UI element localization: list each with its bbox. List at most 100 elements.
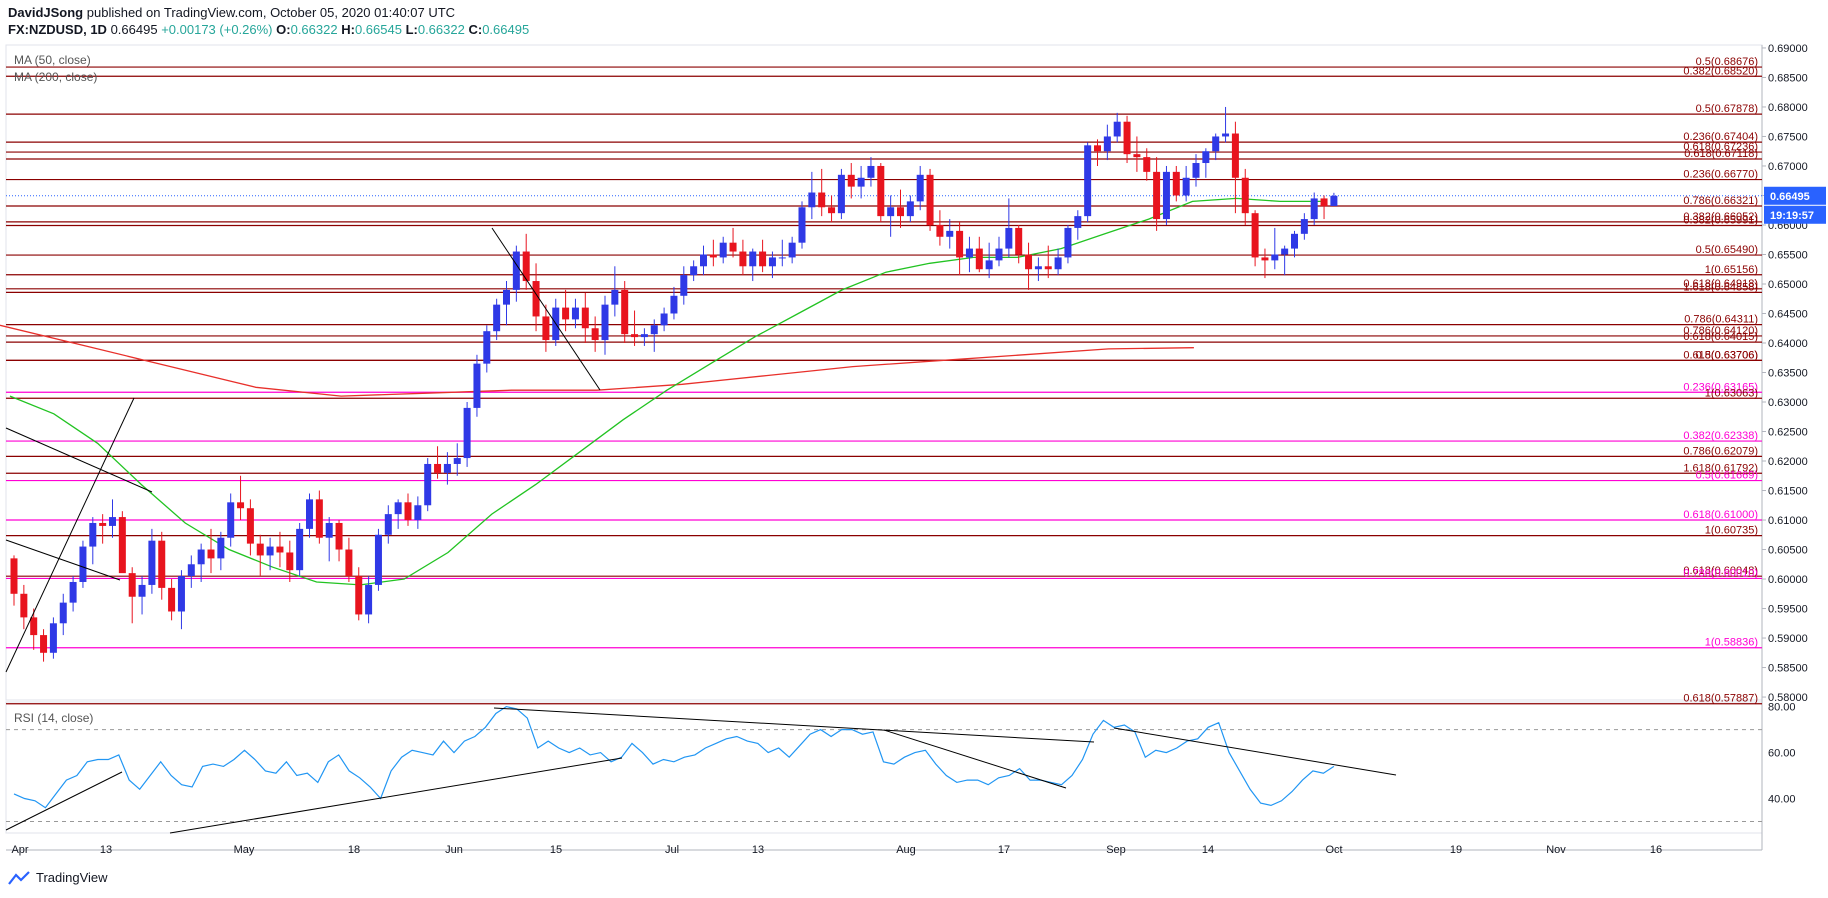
candle-body bbox=[453, 458, 461, 464]
candle-body bbox=[798, 207, 806, 243]
candle-body bbox=[30, 617, 38, 636]
close-value: 0.66495 bbox=[482, 22, 530, 37]
price-tick-label: 0.68000 bbox=[1768, 102, 1808, 114]
candle-body bbox=[1005, 227, 1013, 249]
price-tick-label: 0.65000 bbox=[1768, 279, 1808, 291]
fib-level-label: 1(0.60735) bbox=[1705, 525, 1758, 537]
fib-level-label: 0.786(0.64120) bbox=[1683, 325, 1758, 337]
fib-level-label: 0.5(0.63706) bbox=[1696, 349, 1758, 361]
candle-body bbox=[601, 304, 609, 341]
fib-level-label: 0.786(0.62079) bbox=[1683, 445, 1758, 457]
candle-body bbox=[286, 552, 294, 571]
candle-body bbox=[660, 313, 668, 326]
fib-level-label: 0.618(0.67118) bbox=[1684, 148, 1758, 160]
candle-body bbox=[374, 534, 382, 585]
candle-body bbox=[956, 230, 964, 258]
candle-body bbox=[1291, 233, 1298, 249]
price-tick-label: 0.63000 bbox=[1768, 397, 1808, 409]
candle-body bbox=[69, 581, 77, 603]
publisher-row: DavidJSong published on TradingView.com,… bbox=[8, 4, 529, 21]
fib-level-label: 1(0.63063) bbox=[1705, 387, 1758, 399]
time-tick-label: Apr bbox=[11, 844, 28, 856]
candle-body bbox=[1094, 145, 1101, 152]
candle-body bbox=[483, 331, 491, 364]
open-value: 0.66322 bbox=[290, 22, 338, 37]
fib-level-label: 0.786(0.60010) bbox=[1683, 567, 1758, 579]
price-tick-label: 0.63500 bbox=[1768, 368, 1808, 380]
candle-body bbox=[1222, 133, 1230, 137]
time-tick-label: Aug bbox=[896, 844, 916, 856]
candle-body bbox=[768, 257, 776, 267]
price-tick-label: 0.67500 bbox=[1768, 131, 1808, 143]
price-tick-label: 0.60500 bbox=[1768, 545, 1808, 557]
candle-body bbox=[207, 549, 215, 559]
candle-body bbox=[867, 165, 875, 178]
time-tick-label: Nov bbox=[1546, 844, 1566, 856]
candle-body bbox=[1025, 254, 1033, 270]
tradingview-logo-icon bbox=[8, 870, 30, 885]
high-value: 0.66545 bbox=[354, 22, 402, 37]
fib-levels: 0.5(0.68676)0.382(0.68520) 0.5(0.67878) 0.… bbox=[6, 56, 1762, 705]
candle-body bbox=[1064, 227, 1072, 258]
candle-body bbox=[473, 363, 481, 408]
candle-body bbox=[700, 254, 707, 267]
price-tick-label: 0.62500 bbox=[1768, 427, 1808, 439]
symbol-label[interactable]: FX:NZDUSD, 1D bbox=[8, 22, 107, 37]
candle-body bbox=[109, 517, 116, 526]
candle-body bbox=[522, 251, 530, 282]
rsi-line bbox=[13, 705, 1335, 809]
candle-body bbox=[1054, 257, 1062, 270]
candle-body bbox=[276, 546, 284, 553]
candle-body bbox=[640, 334, 648, 338]
candle-body bbox=[1192, 163, 1200, 178]
price-trendlines bbox=[5, 227, 601, 673]
time-tick-label: Jul bbox=[665, 844, 679, 856]
candle-body bbox=[128, 573, 136, 597]
candle-body bbox=[739, 251, 747, 267]
candle-body bbox=[1320, 198, 1328, 207]
candle-body bbox=[335, 522, 343, 550]
candle-body bbox=[680, 275, 688, 296]
trendline bbox=[5, 427, 153, 493]
time-tick-label: May bbox=[234, 844, 255, 856]
price-pane bbox=[5, 44, 1763, 701]
candle-body bbox=[89, 522, 97, 547]
candle-body bbox=[177, 576, 185, 612]
candle-body bbox=[118, 517, 126, 574]
candle-body bbox=[99, 522, 107, 526]
countdown-tag-label: 19:19:57 bbox=[1770, 210, 1814, 222]
time-axis: Apr 13 May 18 Jun 15 Jul 13 Aug 17 Sep 14 Oct 19 Nov 16 bbox=[11, 844, 1662, 856]
fib-level-label: 0.236(0.67404) bbox=[1683, 131, 1758, 143]
last-price: 0.66495 bbox=[110, 22, 158, 37]
candle-body bbox=[1300, 219, 1308, 234]
rsi-trendline bbox=[1113, 727, 1397, 776]
publisher-name[interactable]: DavidJSong bbox=[8, 5, 84, 20]
candle-body bbox=[246, 508, 254, 544]
fib-level-label: 1(0.58836) bbox=[1705, 637, 1758, 649]
time-tick-label: 15 bbox=[550, 844, 562, 856]
candle-body bbox=[187, 564, 195, 577]
candle-body bbox=[1074, 216, 1082, 228]
candle-body bbox=[197, 549, 205, 565]
candle-body bbox=[1034, 266, 1042, 270]
time-tick-label: 14 bbox=[1202, 844, 1214, 856]
brand-name: TradingView bbox=[36, 870, 108, 885]
fib-level-label: 0.618(0.57887) bbox=[1683, 693, 1758, 705]
price-tick-label: 0.60000 bbox=[1768, 574, 1808, 586]
ma200-label: MA (200, close) bbox=[14, 70, 97, 84]
fib-level-label: 0.382(0.65991) bbox=[1683, 215, 1758, 227]
fib-level-label: 0.618(0.67236) bbox=[1683, 141, 1758, 153]
fib-level-label: 0.618(0.64918) bbox=[1683, 278, 1758, 290]
fib-level-label: 0.382(0.62338) bbox=[1683, 430, 1758, 442]
candle-body bbox=[611, 289, 619, 305]
candle-body bbox=[1182, 177, 1190, 196]
rsi-trendline bbox=[883, 729, 1067, 789]
candles bbox=[10, 106, 1338, 662]
fib-level-label: 0.786(0.66321) bbox=[1683, 195, 1758, 207]
price-tick-label: 0.61000 bbox=[1768, 515, 1808, 527]
candle-body bbox=[138, 584, 146, 597]
candle-body bbox=[709, 254, 717, 258]
candle-body bbox=[227, 502, 235, 538]
candle-body bbox=[985, 260, 993, 270]
